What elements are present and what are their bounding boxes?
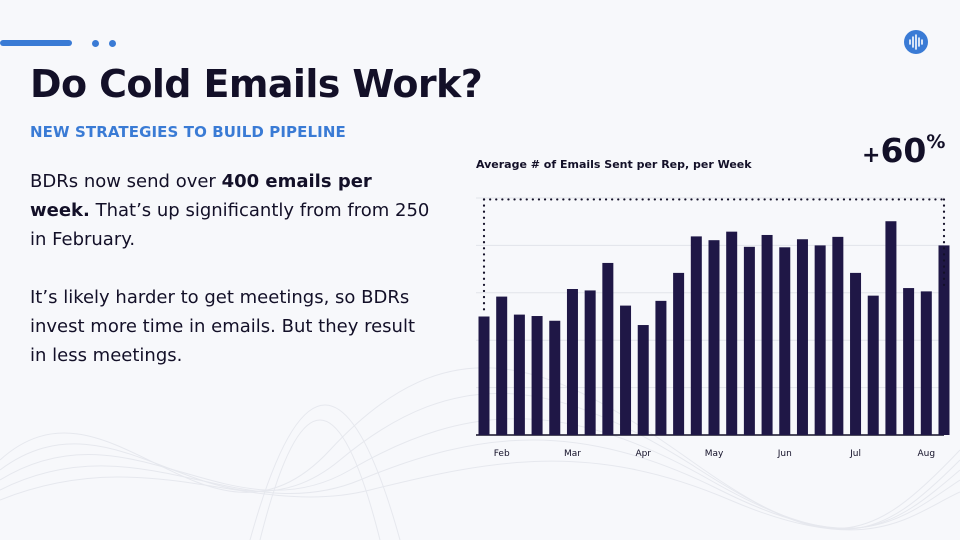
accent-line [0,40,72,46]
chart-bar [832,236,844,435]
paragraph-meetings: It’s likely harder to get meetings, so B… [30,287,415,366]
chart-bar [531,316,543,435]
chart-bar [761,234,773,435]
x-tick-label: Jul [849,449,861,459]
chart-bar [549,320,561,435]
chart-title: Average # of Emails Sent per Rep, per We… [476,158,752,171]
chart-bar [903,288,915,435]
emails-bar-chart: Average # of Emails Sent per Rep, per We… [476,131,950,459]
chart-bar [726,231,738,435]
chart-bar [513,314,525,435]
chart-bar [673,272,685,435]
chart-bar [867,295,879,435]
x-tick-label: May [705,449,724,459]
chart-bar [708,240,720,435]
chart-annotation: +60% [862,131,945,170]
x-tick-label: Jun [777,449,792,459]
chart-bar [796,239,808,435]
accent-dot [92,40,99,47]
annotation-prefix: + [862,143,880,168]
chart-bar [478,316,490,435]
paragraph-emails-stat: BDRs now send over 400 emails per week. … [30,167,430,254]
page-title: Do Cold Emails Work? [30,62,483,106]
chart-bar [620,305,632,435]
chart-bar [637,325,649,435]
x-tick-label: Apr [635,449,651,459]
chart-bar [814,245,826,435]
chart-bar [602,262,614,435]
chart-bar [850,272,862,435]
annotation-suffix: % [926,131,945,153]
chart-bar [938,245,950,435]
page-subtitle: NEW STRATEGIES TO BUILD PIPELINE [30,123,346,141]
x-tick-label: Feb [494,449,510,459]
chart-bar [496,296,508,435]
chart-bar [920,291,932,435]
soundwave-icon [904,30,928,54]
paragraph-highlight: 400 emails per week. [30,171,372,221]
accent-dot [109,40,116,47]
paragraph-text: BDRs now send over [30,171,222,192]
x-tick-label: Mar [564,449,581,459]
annotation-value: 60 [880,131,926,170]
paragraph-text: That’s up significantly from from 250 in… [30,200,430,250]
x-tick-label: Aug [918,449,936,459]
chart-bar [779,247,791,435]
chart-bar [690,236,702,435]
chart-bar [584,290,596,435]
chart-bar [566,289,578,435]
chart-bar [885,221,897,435]
chart-bar [743,246,755,435]
chart-bar [655,300,667,435]
